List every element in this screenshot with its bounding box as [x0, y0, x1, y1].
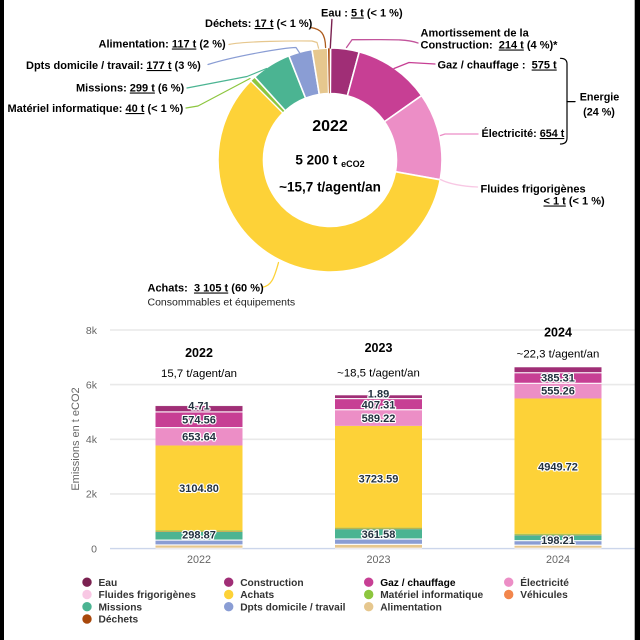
svg-text:574.56: 574.56 [182, 414, 216, 426]
svg-text:Fluides frigorigènes: Fluides frigorigènes [481, 184, 586, 196]
svg-text:385.31: 385.31 [541, 373, 575, 385]
svg-text:2024: 2024 [546, 554, 570, 566]
svg-text:555.26: 555.26 [541, 386, 575, 398]
svg-text:Alimentation: 117 t (2 %): Alimentation: 117 t (2 %) [99, 39, 226, 51]
svg-text:Achats: Achats [240, 590, 274, 601]
svg-text:Amortissement de la: Amortissement de la [421, 28, 530, 40]
svg-text:~18,5 t/agent/an: ~18,5 t/agent/an [337, 368, 420, 380]
svg-text:3723.59: 3723.59 [359, 473, 399, 485]
svg-text:653.64: 653.64 [182, 431, 217, 443]
svg-text:Gaz / chauffage: Gaz / chauffage [380, 578, 456, 589]
svg-text:~15,7 t/agent/an: ~15,7 t/agent/an [279, 180, 381, 195]
svg-text:Dpts domicile / travail: 177 t: Dpts domicile / travail: 177 t (3 %) [26, 60, 201, 72]
svg-text:4949.72: 4949.72 [538, 462, 578, 474]
svg-text:198.21: 198.21 [541, 535, 575, 547]
svg-text:6k: 6k [86, 379, 98, 391]
svg-text:2023: 2023 [366, 554, 390, 566]
svg-text:Fluides frigorigènes: Fluides frigorigènes [99, 590, 197, 601]
svg-text:2022: 2022 [185, 346, 213, 360]
svg-text:15,7 t/agent/an: 15,7 t/agent/an [161, 368, 237, 380]
svg-text:3104.80: 3104.80 [179, 483, 219, 495]
svg-text:Matériel informatique: Matériel informatique [380, 590, 483, 601]
svg-text:Consommables et équipements: Consommables et équipements [148, 297, 296, 309]
svg-text:Alimentation: Alimentation [380, 602, 442, 613]
svg-text:2023: 2023 [365, 341, 393, 355]
svg-text:407.31: 407.31 [362, 399, 396, 411]
svg-text:Energie: Energie [580, 91, 620, 103]
svg-text:Électricité: 654 t: Électricité: 654 t [482, 127, 565, 140]
svg-text:Déchets: 17 t (< 1 %): Déchets: 17 t (< 1 %) [205, 18, 313, 30]
svg-text:8k: 8k [86, 325, 98, 337]
svg-text:Gaz / chauffage : 575 t: Gaz / chauffage : 575 t [438, 60, 558, 72]
svg-text:589.22: 589.22 [362, 413, 396, 425]
svg-text:(24 %): (24 %) [583, 107, 615, 119]
svg-text:Eau: Eau [99, 578, 118, 589]
svg-text:Matériel informatique: 40 t (<: Matériel informatique: 40 t (< 1 %) [8, 103, 184, 115]
svg-text:2022: 2022 [312, 118, 348, 135]
svg-text:Construction: 214 t (4 %)*: Construction: 214 t (4 %)* [421, 40, 559, 52]
svg-text:2k: 2k [86, 489, 98, 501]
svg-text:Missions: 299 t (6 %): Missions: 299 t (6 %) [76, 83, 185, 95]
svg-text:2024: 2024 [544, 326, 572, 340]
svg-text:Véhicules: Véhicules [520, 590, 568, 601]
svg-text:< 1 t (< 1 %): < 1 t (< 1 %) [544, 196, 605, 208]
svg-text:~22,3 t/agent/an: ~22,3 t/agent/an [517, 349, 600, 361]
svg-text:4k: 4k [86, 434, 98, 446]
svg-text:Électricité: Électricité [520, 576, 569, 589]
svg-text:298.87: 298.87 [182, 530, 216, 542]
svg-text:0: 0 [91, 543, 97, 555]
svg-text:361.58: 361.58 [362, 529, 396, 541]
svg-text:Dpts domicile / travail: Dpts domicile / travail [240, 602, 345, 613]
svg-text:1.89: 1.89 [368, 389, 389, 401]
svg-text:4.71: 4.71 [188, 400, 209, 412]
svg-text:Emissions en t eCO2: Emissions en t eCO2 [70, 387, 82, 490]
svg-text:2022: 2022 [187, 554, 211, 566]
svg-text:Déchets: Déchets [99, 615, 139, 626]
svg-text:Construction: Construction [240, 578, 303, 589]
svg-text:Eau : 5 t (< 1 %): Eau : 5 t (< 1 %) [321, 8, 403, 20]
svg-text:Missions: Missions [99, 602, 143, 613]
svg-text:Achats: 3 105 t (60 %): Achats: 3 105 t (60 %) [148, 283, 265, 295]
